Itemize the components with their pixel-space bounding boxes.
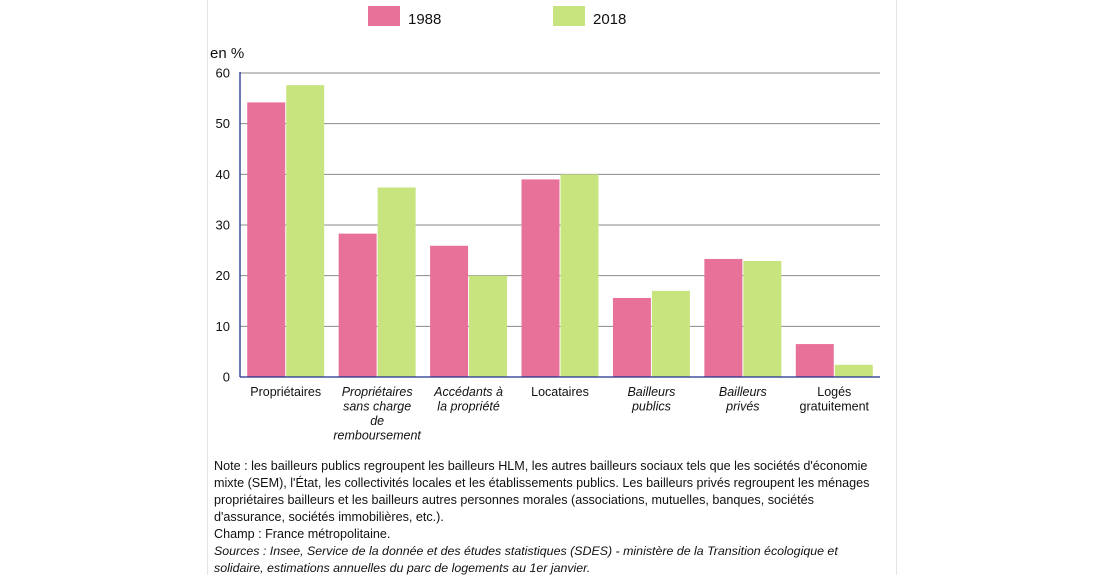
y-axis-ticks: 0 10 20 30 40 50 60 <box>216 66 230 385</box>
chart-frame <box>207 0 897 575</box>
x-category-label: Logés gratuitement <box>800 385 870 414</box>
bar-2018-4 <box>651 290 690 377</box>
chart-notes: Note : les bailleurs publics regroupent … <box>214 458 884 577</box>
sources-text: Sources : Insee, Service de la donnée et… <box>214 544 838 575</box>
bar-2018-6 <box>834 364 873 377</box>
bar-1988-2 <box>430 245 469 377</box>
legend-swatch-1988 <box>368 6 400 26</box>
legend-label-2018: 2018 <box>593 11 626 28</box>
bar-2018-1 <box>377 187 416 377</box>
x-category-label: Propriétaires sans charge de remboursement <box>333 385 421 443</box>
champ-text: Champ : France métropolitaine. <box>214 527 391 541</box>
x-category-label: Accédants à la propriété <box>433 385 503 414</box>
legend: 1988 2018 <box>368 6 626 28</box>
legend-label-1988: 1988 <box>408 11 441 28</box>
y-tick-label: 20 <box>216 268 230 283</box>
bar-1988-0 <box>247 102 286 378</box>
bar-2018-2 <box>469 275 508 377</box>
bar-chart: 1988 2018 en % 0 10 20 30 40 50 60 Propriétaire… <box>210 6 880 443</box>
bar-1988-4 <box>612 297 651 377</box>
x-category-label: Propriétaires <box>250 385 321 399</box>
gridlines <box>240 72 880 327</box>
bar-1988-5 <box>704 258 743 377</box>
y-tick-label: 40 <box>216 167 230 182</box>
x-axis-category-labels: Propriétaires Propriétaires sans charge de r… <box>250 385 869 443</box>
y-tick-label: 0 <box>223 370 230 385</box>
bar-1988-3 <box>521 179 560 377</box>
bar-1988-1 <box>338 233 377 377</box>
y-tick-label: 30 <box>216 218 230 233</box>
x-category-label: Locataires <box>531 385 589 399</box>
axes <box>239 72 880 378</box>
bar-1988-6 <box>795 344 834 377</box>
bar-2018-3 <box>560 174 599 377</box>
bar-2018-5 <box>743 260 782 377</box>
y-tick-label: 50 <box>216 116 230 131</box>
y-axis-unit-label: en % <box>210 45 244 62</box>
bar-2018-0 <box>286 85 325 377</box>
x-category-label: Bailleurs privés <box>719 385 767 414</box>
legend-swatch-2018 <box>553 6 585 26</box>
y-tick-label: 60 <box>216 66 230 81</box>
bars <box>247 85 873 378</box>
x-category-label: Bailleurs publics <box>627 385 675 414</box>
y-tick-label: 10 <box>216 319 230 334</box>
note-text: Note : les bailleurs publics regroupent … <box>214 459 870 524</box>
